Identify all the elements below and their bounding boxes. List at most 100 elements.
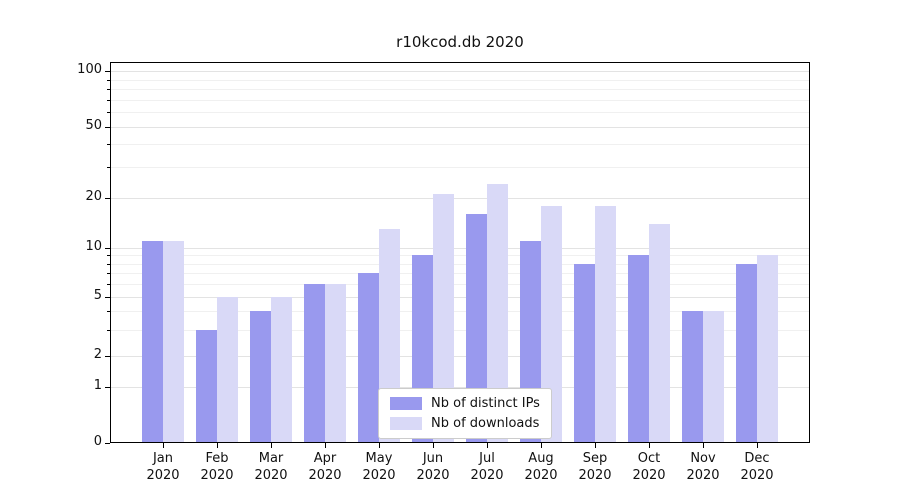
- x-tick-label: Dec 2020: [740, 451, 774, 483]
- x-tick-label: Oct 2020: [632, 451, 666, 483]
- x-tick-label: Jan 2020: [146, 451, 180, 483]
- legend-item-distinct-ips: Nb of distinct IPs: [390, 396, 540, 411]
- y-tick: [105, 387, 110, 388]
- x-tick: [271, 443, 272, 448]
- y-minor-tick: [107, 273, 110, 274]
- y-tick-label: 50: [85, 118, 102, 133]
- major-gridline: [111, 356, 809, 357]
- minor-gridline: [111, 330, 809, 331]
- y-minor-tick: [107, 100, 110, 101]
- bar-distinct-ips-mar: [250, 311, 271, 443]
- bar-downloads-oct: [649, 224, 670, 443]
- bar-downloads-jun: [433, 194, 454, 443]
- minor-gridline: [111, 311, 809, 312]
- bar-downloads-jul: [487, 184, 508, 443]
- minor-gridline: [111, 264, 809, 265]
- x-tick: [703, 443, 704, 448]
- bar-downloads-dec: [757, 255, 778, 443]
- x-tick-label: Jul 2020: [470, 451, 504, 483]
- y-tick: [105, 297, 110, 298]
- x-tick-label: Apr 2020: [308, 451, 342, 483]
- bar-distinct-ips-nov: [682, 311, 703, 443]
- legend-swatch-downloads: [390, 417, 422, 430]
- y-minor-tick: [107, 80, 110, 81]
- x-tick: [379, 443, 380, 448]
- y-minor-tick: [107, 284, 110, 285]
- major-gridline: [111, 71, 809, 72]
- minor-gridline: [111, 89, 809, 90]
- x-tick-label: Nov 2020: [686, 451, 720, 483]
- y-minor-tick: [107, 264, 110, 265]
- y-tick-label: 2: [93, 347, 102, 362]
- bar-distinct-ips-may: [358, 273, 379, 443]
- x-tick: [217, 443, 218, 448]
- y-minor-tick: [107, 112, 110, 113]
- x-tick-label: Sep 2020: [578, 451, 612, 483]
- x-tick: [757, 443, 758, 448]
- minor-gridline: [111, 273, 809, 274]
- chart-title: r10kcod.db 2020: [396, 33, 524, 51]
- y-tick-label: 1: [93, 378, 102, 393]
- x-tick-label: May 2020: [362, 451, 396, 483]
- minor-gridline: [111, 100, 809, 101]
- bar-distinct-ips-jul: [466, 214, 487, 443]
- bar-distinct-ips-feb: [196, 330, 217, 443]
- minor-gridline: [111, 80, 809, 81]
- y-minor-tick: [107, 311, 110, 312]
- y-minor-tick: [107, 144, 110, 145]
- x-tick: [163, 443, 164, 448]
- bar-downloads-aug: [541, 206, 562, 443]
- x-tick-label: Feb 2020: [200, 451, 234, 483]
- y-tick-label: 0: [93, 434, 102, 449]
- y-tick: [105, 71, 110, 72]
- major-gridline: [111, 387, 809, 388]
- bar-distinct-ips-apr: [304, 284, 325, 443]
- legend: Nb of distinct IPs Nb of downloads: [378, 388, 552, 439]
- x-tick-label: Jun 2020: [416, 451, 450, 483]
- legend-label-distinct-ips: Nb of distinct IPs: [431, 396, 540, 411]
- minor-gridline: [111, 144, 809, 145]
- minor-gridline: [111, 284, 809, 285]
- y-tick-label: 20: [85, 189, 102, 204]
- legend-swatch-distinct-ips: [390, 397, 422, 410]
- major-gridline: [111, 297, 809, 298]
- y-tick-label: 5: [93, 288, 102, 303]
- bar-downloads-mar: [271, 297, 292, 443]
- bar-downloads-sep: [595, 206, 616, 443]
- bar-distinct-ips-jan: [142, 241, 163, 443]
- bar-downloads-nov: [703, 311, 724, 443]
- y-minor-tick: [107, 167, 110, 168]
- x-tick: [325, 443, 326, 448]
- y-minor-tick: [107, 255, 110, 256]
- x-tick: [649, 443, 650, 448]
- x-tick: [541, 443, 542, 448]
- y-tick: [105, 443, 110, 444]
- minor-gridline: [111, 255, 809, 256]
- bar-distinct-ips-dec: [736, 264, 757, 443]
- x-tick-label: Mar 2020: [254, 451, 288, 483]
- legend-label-downloads: Nb of downloads: [431, 416, 540, 431]
- legend-item-downloads: Nb of downloads: [390, 416, 540, 431]
- y-tick: [105, 356, 110, 357]
- minor-gridline: [111, 167, 809, 168]
- x-tick-label: Aug 2020: [524, 451, 558, 483]
- x-tick: [595, 443, 596, 448]
- major-gridline: [111, 198, 809, 199]
- y-tick: [105, 248, 110, 249]
- y-tick: [105, 127, 110, 128]
- major-gridline: [111, 248, 809, 249]
- minor-gridline: [111, 112, 809, 113]
- y-minor-tick: [107, 330, 110, 331]
- x-tick: [433, 443, 434, 448]
- major-gridline: [111, 127, 809, 128]
- bar-downloads-jan: [163, 241, 184, 443]
- y-tick-label: 10: [85, 239, 102, 254]
- x-tick: [487, 443, 488, 448]
- bar-downloads-apr: [325, 284, 346, 443]
- bar-distinct-ips-sep: [574, 264, 595, 443]
- bar-distinct-ips-oct: [628, 255, 649, 443]
- y-minor-tick: [107, 89, 110, 90]
- y-tick-label: 100: [77, 62, 102, 77]
- y-tick: [105, 198, 110, 199]
